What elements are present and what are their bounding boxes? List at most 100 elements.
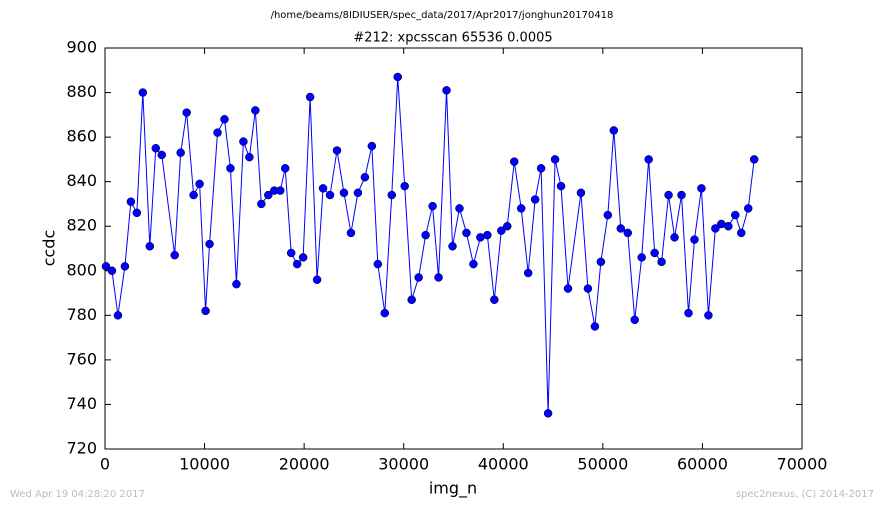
data-point: [414, 273, 423, 282]
data-point: [305, 92, 315, 102]
data-point: [650, 248, 659, 258]
data-point: [138, 88, 148, 97]
data-point: [220, 115, 229, 124]
chart-title: /home/beams/8IDIUSER/spec_data/2017/Apr2…: [271, 10, 614, 21]
data-point: [298, 253, 308, 262]
data-point: [400, 181, 409, 191]
data-point: [292, 259, 302, 269]
data-point: [245, 152, 254, 162]
footer-credit: spec2nexus, (C) 2014-2017: [736, 489, 874, 500]
data-point: [737, 228, 746, 238]
data-point: [201, 306, 210, 316]
data-point: [189, 190, 198, 200]
y-tick-label: 840: [66, 171, 97, 190]
data-point: [113, 311, 123, 320]
data-point: [120, 262, 130, 271]
data-point: [530, 195, 540, 204]
data-point: [503, 221, 512, 231]
data-point: [145, 242, 155, 251]
data-point: [280, 164, 290, 173]
data-point: [286, 248, 296, 258]
data-point: [684, 308, 693, 318]
data-point: [132, 208, 142, 218]
data-point: [226, 164, 235, 173]
data-point: [157, 150, 167, 160]
data-point: [213, 128, 222, 137]
data-point: [609, 126, 619, 135]
data-point: [704, 311, 713, 320]
data-point: [563, 284, 573, 293]
data-point: [353, 188, 363, 198]
data-point: [239, 137, 248, 146]
y-tick-label: 800: [66, 260, 97, 279]
y-tick-label: 880: [66, 82, 97, 101]
data-point: [264, 190, 273, 200]
data-point: [421, 230, 430, 240]
data-point: [448, 242, 457, 251]
data-point: [455, 204, 464, 213]
data-point: [195, 179, 204, 189]
data-point: [711, 224, 720, 233]
data-point: [205, 239, 214, 249]
data-point: [107, 266, 117, 276]
data-point: [360, 172, 370, 182]
data-point: [603, 210, 613, 220]
x-tick-label: 0: [100, 455, 110, 474]
data-point: [497, 226, 506, 235]
data-point: [630, 315, 639, 325]
y-tick-label: 820: [66, 216, 97, 235]
data-point: [550, 155, 560, 164]
data-point: [516, 204, 526, 213]
data-point: [339, 188, 349, 198]
data-point: [325, 190, 335, 200]
data-point: [251, 106, 260, 115]
data-point: [469, 259, 478, 269]
data-point: [483, 230, 492, 240]
data-point: [670, 233, 679, 242]
data-point: [583, 284, 593, 293]
data-point: [637, 253, 646, 262]
data-point: [749, 155, 759, 164]
data-point: [442, 86, 451, 95]
data-point: [380, 308, 390, 318]
data-point: [275, 186, 285, 195]
data-point: [576, 188, 586, 198]
data-point: [743, 204, 753, 213]
data-point: [623, 228, 632, 238]
y-tick-label: 900: [66, 38, 97, 57]
y-tick-label: 780: [66, 305, 97, 324]
plot-frame: [104, 47, 803, 450]
data-point: [596, 257, 606, 267]
data-point: [434, 273, 443, 282]
x-tick-label: 60000: [677, 455, 728, 474]
data-point: [690, 235, 699, 244]
data-point: [616, 224, 626, 233]
data-point: [590, 322, 600, 331]
data-point: [318, 184, 328, 193]
data-point: [176, 148, 185, 157]
x-tick-label: 50000: [577, 455, 628, 474]
data-point: [664, 190, 673, 200]
data-point: [346, 228, 356, 238]
data-point: [312, 275, 322, 284]
data-point: [428, 201, 437, 211]
data-point: [657, 257, 666, 267]
series-line: [105, 76, 755, 414]
y-tick-label: 860: [66, 127, 97, 146]
data-point: [731, 210, 740, 220]
x-tick-label: 70000: [777, 455, 828, 474]
y-tick-label: 760: [66, 349, 97, 368]
x-tick-label: 30000: [378, 455, 429, 474]
data-point: [556, 181, 566, 191]
data-point: [697, 184, 706, 193]
data-point: [490, 295, 499, 304]
data-point: [101, 262, 111, 271]
data-point: [543, 409, 553, 418]
data-point: [509, 157, 519, 166]
data-point: [257, 199, 266, 209]
data-point: [724, 221, 733, 231]
data-point: [182, 108, 191, 117]
chart-subtitle: #212: xpcsscan 65536 0.0005: [353, 31, 552, 46]
